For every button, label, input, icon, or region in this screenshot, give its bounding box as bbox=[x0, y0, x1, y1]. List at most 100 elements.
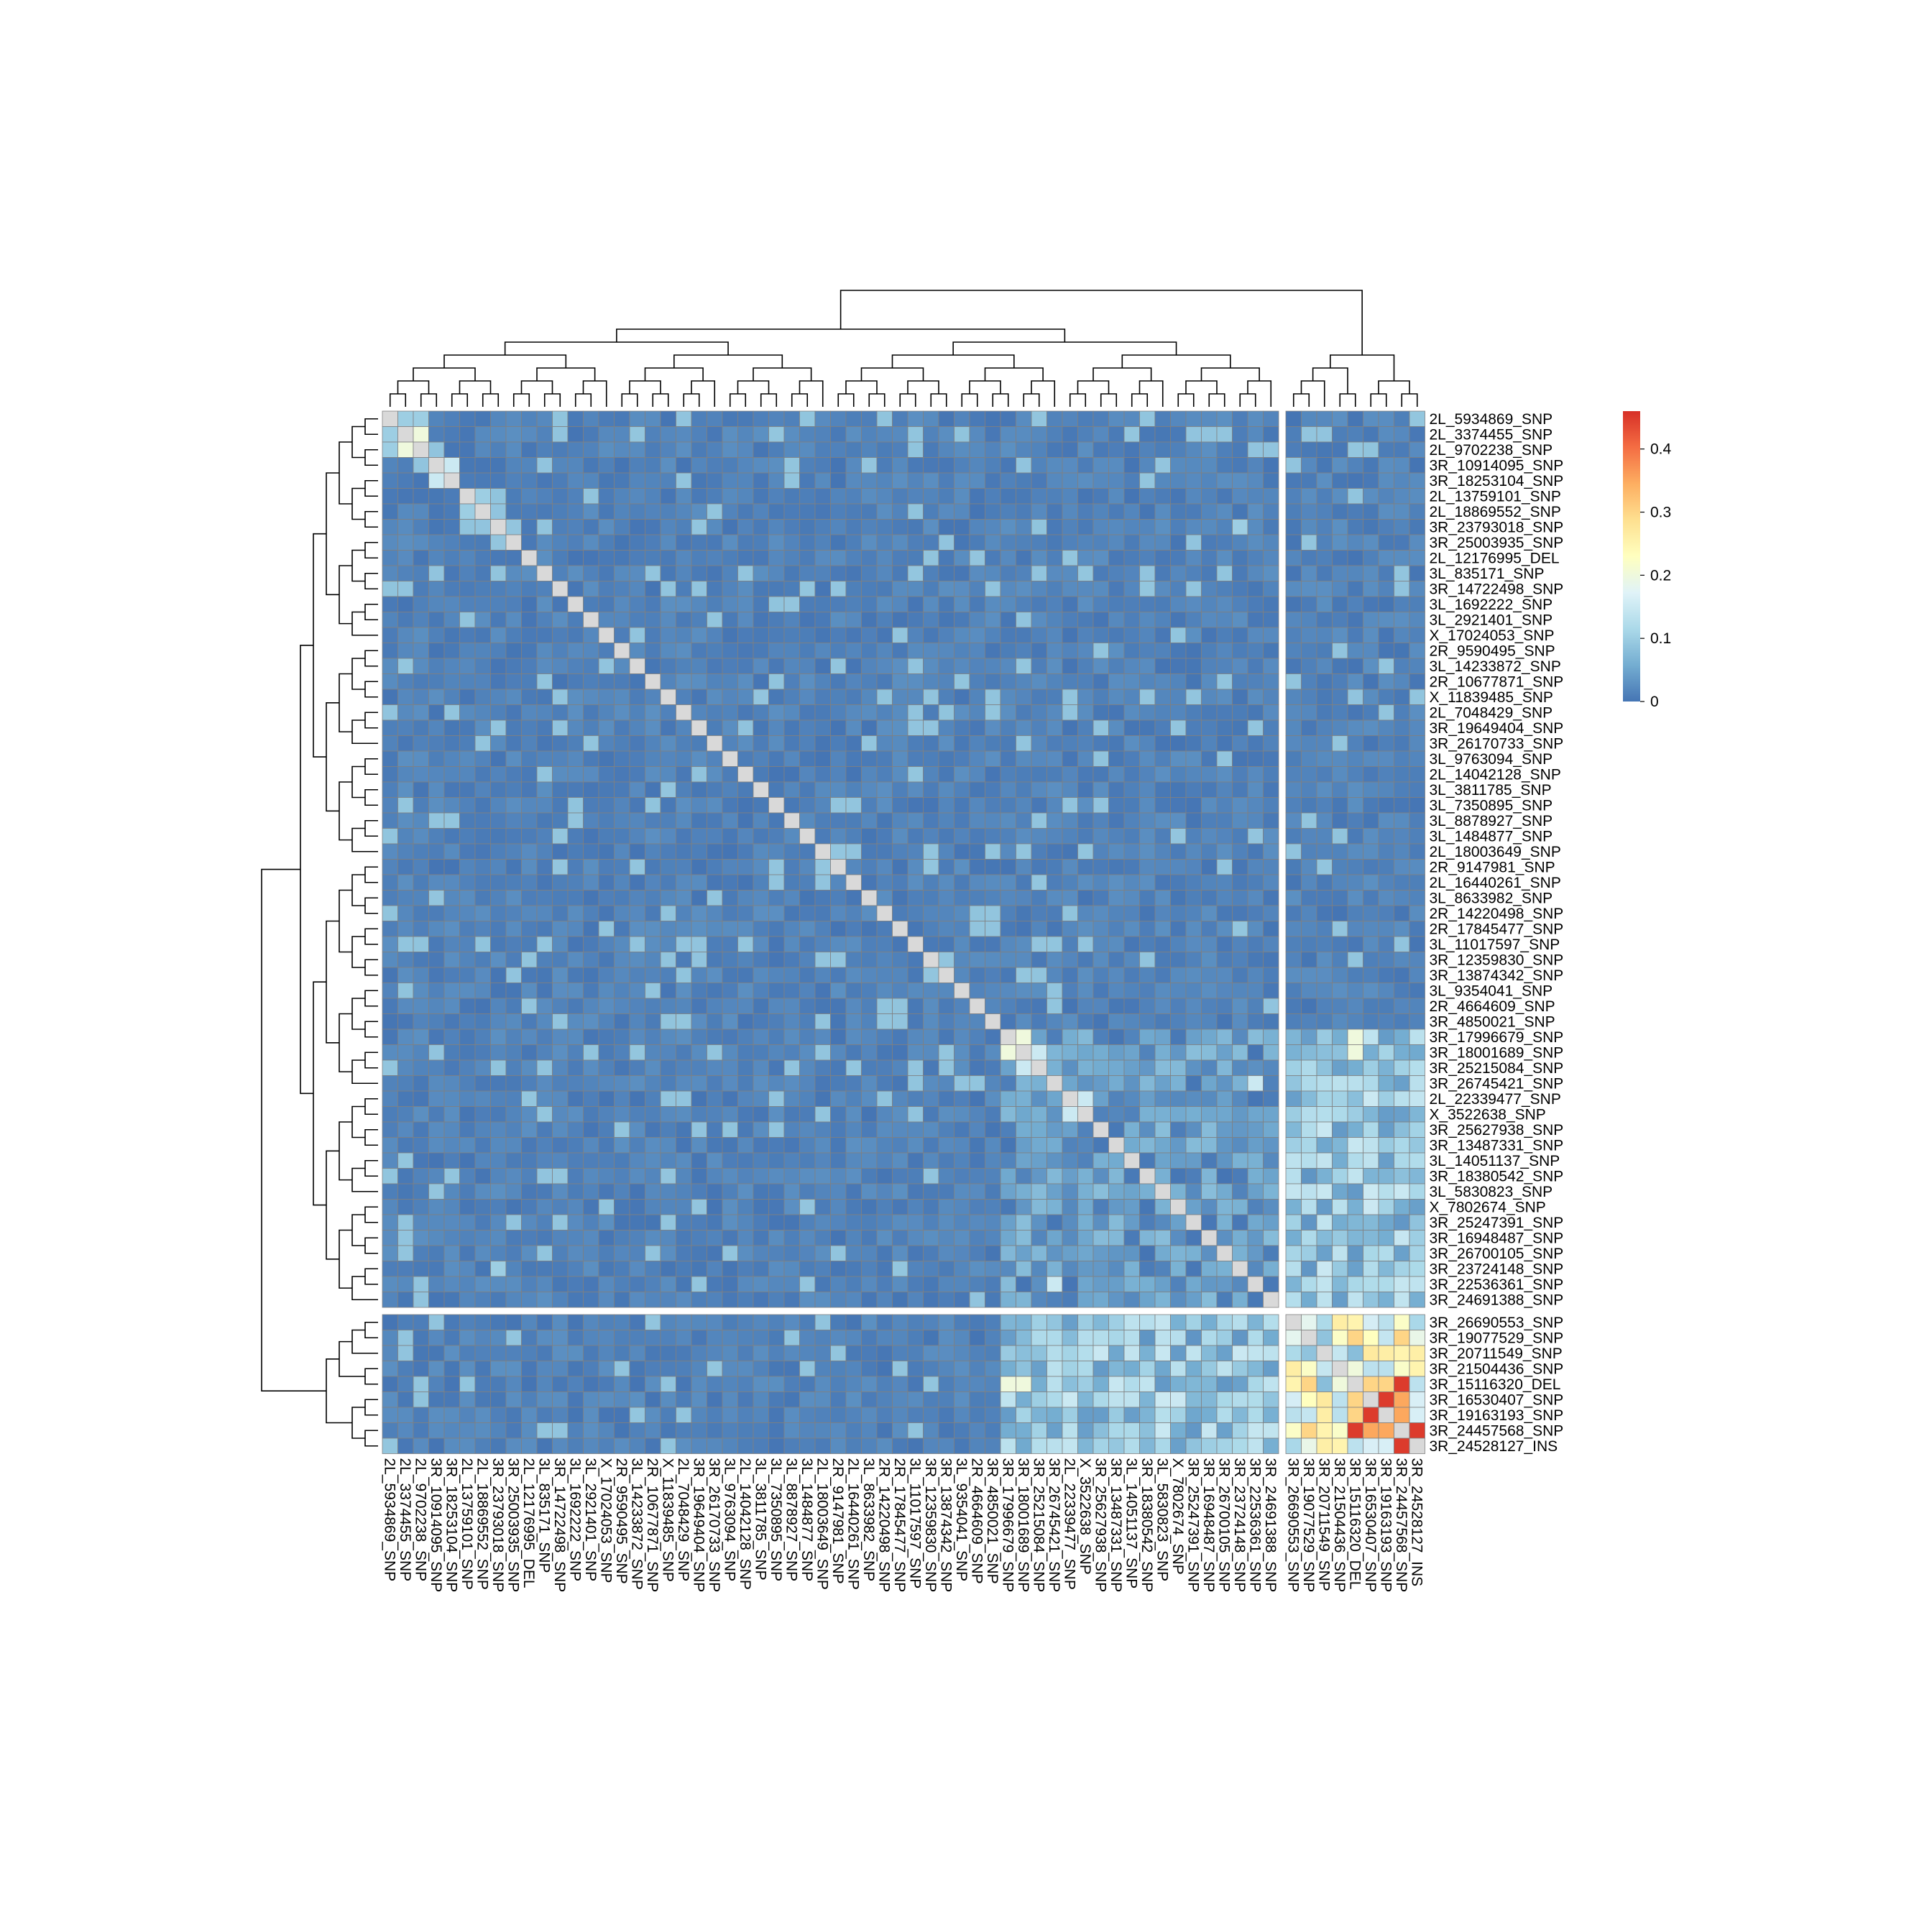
heatmap-cell bbox=[985, 828, 1001, 845]
heatmap-cell bbox=[1170, 488, 1187, 505]
heatmap-cell bbox=[1216, 1292, 1233, 1308]
heatmap-cell bbox=[691, 1245, 707, 1261]
heatmap-cell bbox=[799, 503, 816, 520]
heatmap-cell bbox=[505, 1422, 522, 1439]
heatmap-cell bbox=[614, 1013, 630, 1030]
heatmap-cell bbox=[552, 1121, 569, 1138]
heatmap-cell bbox=[1092, 1029, 1109, 1045]
heatmap-cell bbox=[1201, 1013, 1218, 1030]
heatmap-cell bbox=[567, 1438, 584, 1454]
heatmap-cell bbox=[1263, 921, 1279, 937]
heatmap-cell bbox=[907, 781, 924, 798]
heatmap-cell bbox=[861, 441, 878, 458]
heatmap-cell bbox=[783, 719, 800, 736]
heatmap-cell bbox=[614, 1137, 630, 1154]
heatmap-cell bbox=[1394, 1276, 1410, 1292]
heatmap-cell bbox=[1409, 797, 1425, 814]
heatmap-cell bbox=[1216, 1075, 1233, 1092]
heatmap-cell bbox=[1263, 936, 1279, 952]
heatmap-cell bbox=[413, 967, 429, 983]
heatmap-cell bbox=[954, 410, 970, 427]
heatmap-cell bbox=[1062, 519, 1078, 535]
heatmap-cell bbox=[474, 998, 491, 1014]
heatmap-cell bbox=[1000, 457, 1016, 474]
column-label: 3R_23724148_SNP bbox=[1231, 1458, 1248, 1593]
heatmap-cell bbox=[1031, 1183, 1047, 1200]
heatmap-cell bbox=[938, 1438, 954, 1454]
heatmap-cell bbox=[1123, 596, 1140, 612]
heatmap-cell bbox=[1092, 658, 1109, 674]
heatmap-cell bbox=[830, 658, 847, 674]
row-label: X_17024053_SNP bbox=[1430, 627, 1555, 644]
heatmap-cell bbox=[1316, 797, 1333, 814]
heatmap-cell bbox=[490, 1090, 507, 1107]
heatmap-cell bbox=[722, 503, 738, 520]
heatmap-cell bbox=[707, 1276, 723, 1292]
heatmap-cell bbox=[1363, 797, 1379, 814]
heatmap-cell bbox=[629, 828, 645, 845]
heatmap-cell bbox=[1332, 581, 1348, 597]
heatmap-cell bbox=[954, 1245, 970, 1261]
heatmap-cell bbox=[1378, 781, 1394, 798]
heatmap-cell bbox=[892, 735, 908, 752]
heatmap-cell bbox=[1201, 1245, 1218, 1261]
heatmap-cell bbox=[1123, 983, 1140, 999]
heatmap-cell bbox=[459, 1261, 476, 1277]
heatmap-cell bbox=[985, 1345, 1001, 1361]
heatmap-cell bbox=[1216, 1152, 1233, 1169]
heatmap-cell bbox=[1092, 441, 1109, 458]
heatmap-cell bbox=[1216, 457, 1233, 474]
heatmap-cell bbox=[1170, 457, 1187, 474]
heatmap-cell bbox=[1285, 1137, 1302, 1154]
heatmap-cell bbox=[1394, 503, 1410, 520]
heatmap-cell bbox=[552, 472, 569, 489]
heatmap-cell bbox=[861, 643, 878, 659]
heatmap-cell bbox=[1332, 859, 1348, 875]
heatmap-cell bbox=[1316, 1214, 1333, 1230]
heatmap-cell bbox=[1409, 1292, 1425, 1308]
heatmap-cell bbox=[707, 890, 723, 906]
heatmap-cell bbox=[799, 1090, 816, 1107]
heatmap-cell bbox=[923, 1183, 939, 1200]
heatmap-cell bbox=[954, 921, 970, 937]
heatmap-cell bbox=[443, 952, 460, 968]
heatmap-cell bbox=[1232, 1106, 1248, 1123]
heatmap-cell bbox=[428, 426, 445, 443]
heatmap-cell bbox=[1409, 890, 1425, 906]
heatmap-cell bbox=[1316, 921, 1333, 937]
heatmap-cell bbox=[1232, 998, 1248, 1014]
heatmap-cell bbox=[1123, 921, 1140, 937]
heatmap-cell bbox=[1316, 441, 1333, 458]
heatmap-cell bbox=[691, 472, 707, 489]
row-label: 3R_26690553_SNP bbox=[1430, 1315, 1564, 1331]
heatmap-cell bbox=[629, 643, 645, 659]
heatmap-cell bbox=[1000, 1314, 1016, 1330]
heatmap-cell bbox=[459, 952, 476, 968]
heatmap-cell bbox=[1046, 1168, 1063, 1184]
heatmap-cell bbox=[552, 1276, 569, 1292]
heatmap-cell bbox=[1301, 1438, 1317, 1454]
heatmap-cell bbox=[1216, 983, 1233, 999]
heatmap-cell bbox=[1077, 812, 1094, 829]
heatmap-cell bbox=[1232, 1276, 1248, 1292]
heatmap-cell bbox=[1031, 843, 1047, 860]
heatmap-cell bbox=[1347, 967, 1363, 983]
heatmap-cell bbox=[505, 565, 522, 581]
heatmap-cell bbox=[614, 1245, 630, 1261]
heatmap-cell bbox=[1394, 565, 1410, 581]
heatmap-cell bbox=[490, 1438, 507, 1454]
heatmap-cell bbox=[814, 1407, 831, 1423]
heatmap-cell bbox=[1108, 1376, 1125, 1392]
heatmap-cell bbox=[923, 952, 939, 968]
column-label: X_7802674_SNP bbox=[1169, 1458, 1186, 1575]
heatmap-cell bbox=[799, 936, 816, 952]
heatmap-cell bbox=[985, 859, 1001, 875]
heatmap-cell bbox=[1123, 1292, 1140, 1308]
heatmap-cell bbox=[1378, 627, 1394, 643]
heatmap-cell bbox=[737, 488, 754, 505]
heatmap-cell bbox=[954, 1345, 970, 1361]
heatmap-cell bbox=[505, 704, 522, 721]
heatmap-cell bbox=[1077, 890, 1094, 906]
heatmap-cell bbox=[861, 472, 878, 489]
heatmap-cell bbox=[1316, 828, 1333, 845]
